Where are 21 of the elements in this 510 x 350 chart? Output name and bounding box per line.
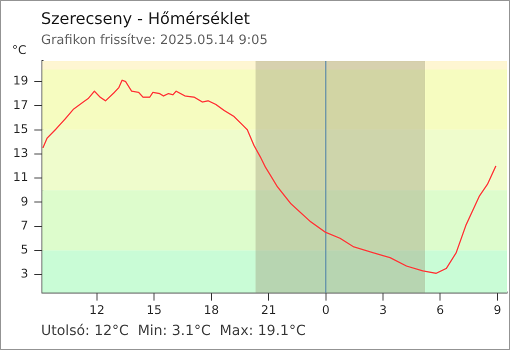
x-tick-label: 12	[89, 302, 105, 317]
x-tick-label: 15	[146, 302, 162, 317]
y-tick-label: 3	[20, 266, 28, 281]
text: Utolsó: 12°C Min: 3.1°C Max: 19.1°C	[41, 323, 306, 339]
chart-title: Szerecseny - Hőmérséklet	[41, 9, 250, 28]
y-tick-label: 9	[20, 194, 28, 208]
x-tick-label: 0	[322, 302, 330, 317]
y-tick-label: 11	[12, 170, 28, 184]
x-tick-label: 21	[260, 302, 276, 317]
chart-subtitle: Grafikon frissítve: 2025.05.14 9:05	[41, 33, 268, 48]
y-tick-label: 17	[12, 98, 28, 112]
y-tick-label: 5	[20, 242, 28, 257]
x-tick-label: 6	[436, 302, 444, 317]
x-tick-label: 9	[494, 302, 502, 317]
x-tick-label: 18	[204, 302, 220, 317]
x-tick-label: 3	[379, 302, 387, 317]
y-tick-label: 15	[12, 122, 28, 136]
y-tick-label: 19	[12, 74, 28, 88]
y-tick-label: 7	[20, 218, 28, 232]
y-tick-label: 13	[12, 146, 28, 160]
y-axis-title: °C	[12, 43, 26, 57]
